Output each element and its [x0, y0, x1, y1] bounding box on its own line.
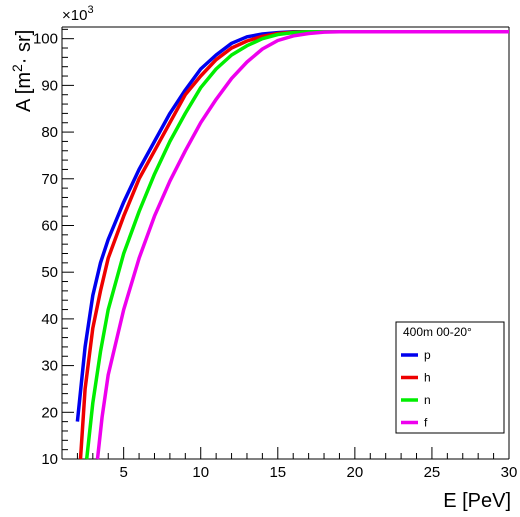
legend-label-n: n	[424, 393, 431, 407]
legend-label-f: f	[424, 416, 428, 430]
y-axis-label: A [m2· sr]	[9, 30, 35, 112]
series-line-f	[95, 29, 509, 460]
x-tick-label: 25	[424, 464, 441, 481]
axes	[61, 26, 510, 460]
x-axis-label: E [PeV]	[443, 490, 511, 512]
y-tick-label: 60	[41, 217, 58, 234]
y-tick-label: 70	[41, 171, 58, 188]
x-tick-label: 30	[501, 464, 518, 481]
x-tick-label: 15	[269, 464, 286, 481]
x-tick-label: 5	[119, 464, 127, 481]
legend-label-h: h	[424, 371, 431, 385]
x-tick-label: 10	[192, 464, 209, 481]
y-axis-multiplier: ×103	[62, 4, 94, 24]
y-ticks: 10 20 30 40 50 60 70 80 90 100	[33, 28, 74, 468]
y-tick-label: 40	[41, 311, 58, 328]
y-tick-label: 90	[41, 77, 58, 94]
y-tick-label: 80	[41, 124, 58, 141]
y-tick-label: 10	[41, 451, 58, 468]
y-tick-label: 30	[41, 358, 58, 375]
y-tick-label: 50	[41, 264, 58, 281]
series-lines	[75, 29, 509, 460]
x-ticks: 5 10 15 20 25 30	[76, 447, 518, 481]
y-tick-label: 100	[33, 31, 58, 48]
y-tick-label: 20	[41, 404, 58, 421]
x-tick-label: 20	[347, 464, 364, 481]
legend-title: 400m 00-20°	[403, 325, 472, 339]
legend-label-p: p	[424, 348, 431, 362]
